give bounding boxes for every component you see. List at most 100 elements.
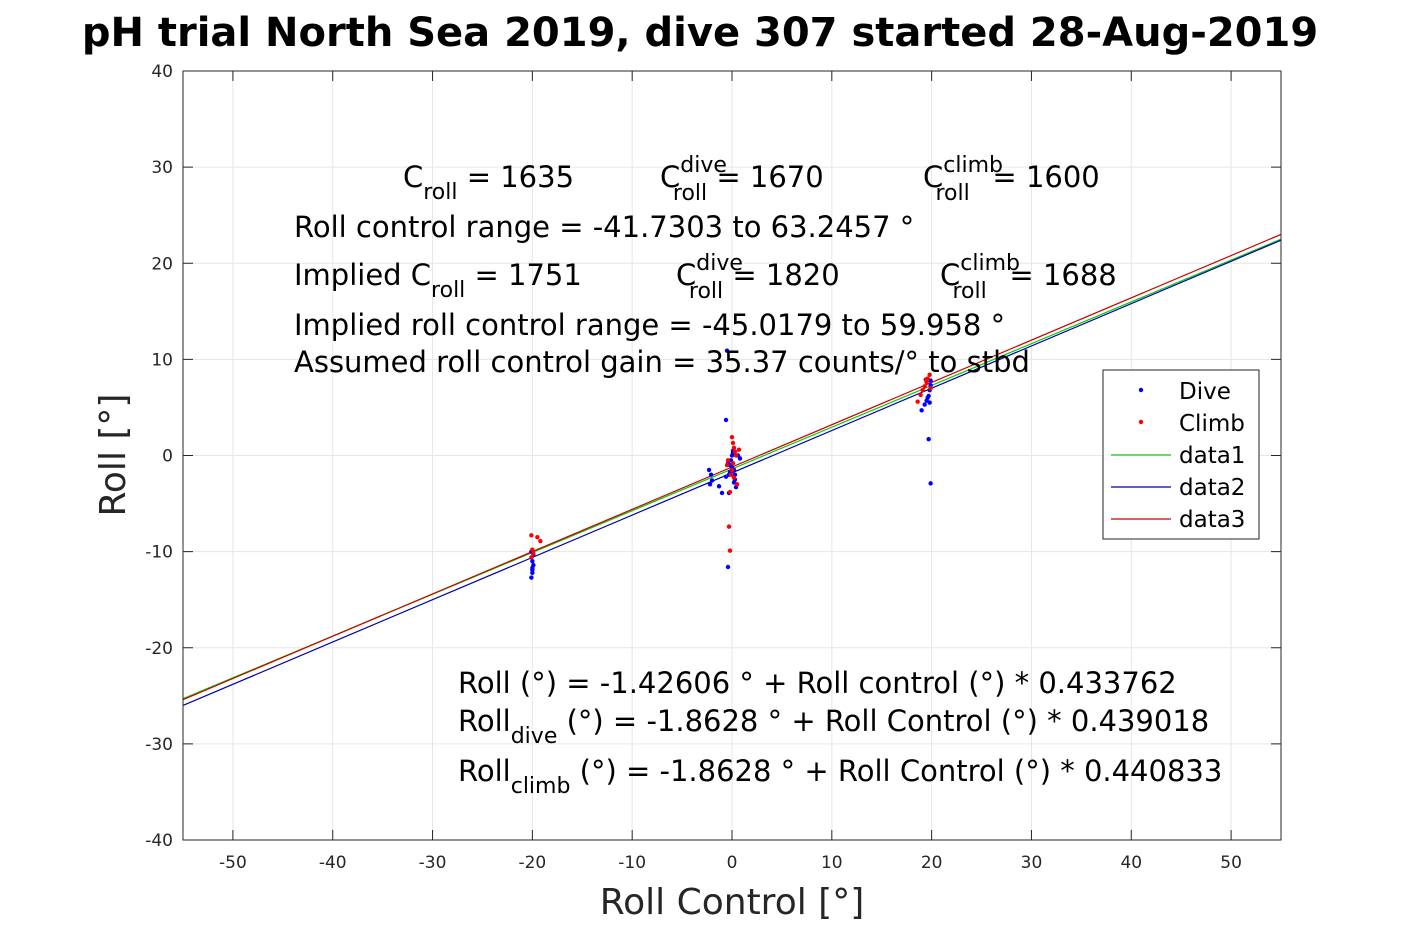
point-climb bbox=[922, 384, 927, 389]
point-climb bbox=[530, 547, 535, 552]
point-climb bbox=[728, 472, 734, 477]
legend-label: data3 bbox=[1179, 507, 1245, 533]
x-tick-label: 40 bbox=[1120, 853, 1142, 873]
legend-marker-dive bbox=[1138, 387, 1144, 393]
plot-area: -50 -40 -30 -20 -10 0 10 20 30 40 50 -40 -30 -20 -10 0… bbox=[145, 62, 1282, 873]
x-tick-label: 30 bbox=[1021, 853, 1043, 873]
annotations-top: Croll = 1635 Cdive roll = 1670 Cclimb roll =… bbox=[294, 153, 1117, 379]
legend-label: Dive bbox=[1179, 379, 1231, 405]
point-climb bbox=[529, 555, 534, 560]
legend: Dive Climb data1 data2 data3 bbox=[1102, 369, 1260, 540]
point-climb bbox=[736, 447, 742, 452]
point-dive bbox=[531, 562, 536, 568]
point-climb bbox=[918, 392, 923, 398]
point-dive bbox=[737, 456, 743, 461]
point-climb bbox=[730, 440, 736, 446]
point-dive bbox=[719, 490, 725, 496]
point-climb bbox=[729, 435, 735, 440]
point-climb bbox=[730, 460, 736, 466]
annotation-roll-fit: Roll (°) = -1.42606 ° + Roll control (°)… bbox=[458, 666, 1177, 700]
point-dive bbox=[716, 484, 722, 489]
point-climb bbox=[734, 482, 740, 487]
legend-label: data2 bbox=[1179, 475, 1245, 501]
y-tick-label: 30 bbox=[151, 158, 173, 178]
point-dive bbox=[928, 481, 933, 486]
x-tick-label: -40 bbox=[319, 853, 347, 873]
point-dive bbox=[709, 478, 715, 483]
point-dive bbox=[926, 436, 931, 442]
point-dive bbox=[706, 467, 712, 473]
legend-label: Climb bbox=[1179, 411, 1245, 437]
annotation-implied-c-roll-climb: Cclimb roll = 1688 bbox=[940, 251, 1117, 304]
point-climb bbox=[731, 475, 737, 480]
annotation-roll-dive-fit: Rolldive (°) = -1.8628 ° + Roll Control … bbox=[458, 704, 1209, 749]
x-axis-ticks: -50 -40 -30 -20 -10 0 10 20 30 40 50 bbox=[219, 71, 1242, 873]
legend-label: data1 bbox=[1179, 443, 1245, 469]
point-climb bbox=[538, 538, 543, 544]
point-dive bbox=[723, 474, 729, 479]
annotation-roll-control-range: Roll control range = -41.7303 to 63.2457… bbox=[294, 210, 914, 244]
y-tick-label: -10 bbox=[145, 543, 173, 563]
point-dive bbox=[707, 482, 713, 487]
point-dive bbox=[530, 559, 535, 564]
x-axis-label: Roll Control [°] bbox=[600, 882, 865, 923]
x-tick-label: 0 bbox=[727, 853, 738, 873]
point-dive bbox=[725, 564, 731, 570]
x-tick-label: 10 bbox=[821, 853, 843, 873]
point-dive bbox=[530, 567, 535, 573]
point-climb bbox=[732, 449, 738, 454]
y-tick-label: 20 bbox=[151, 254, 173, 274]
point-climb bbox=[915, 399, 920, 404]
y-axis-ticks: -40 -30 -20 -10 0 10 20 30 40 bbox=[145, 62, 1281, 851]
point-climb bbox=[928, 386, 933, 391]
point-climb bbox=[927, 372, 932, 377]
point-climb bbox=[920, 387, 925, 393]
point-climb bbox=[733, 453, 739, 458]
annotations-bottom: Roll (°) = -1.42606 ° + Roll control (°)… bbox=[458, 666, 1222, 799]
annotation-c-roll-dive: Cdive roll = 1670 bbox=[660, 153, 824, 206]
y-tick-label: -20 bbox=[145, 639, 173, 659]
annotation-c-roll: Croll = 1635 bbox=[403, 160, 574, 205]
annotation-roll-climb-fit: Rollclimb (°) = -1.8628 ° + Roll Control… bbox=[458, 754, 1222, 799]
annotation-implied-c-roll-dive: Cdive roll = 1820 bbox=[676, 251, 840, 304]
point-climb bbox=[529, 533, 534, 538]
x-tick-label: -30 bbox=[419, 853, 447, 873]
annotation-implied-c-roll: Implied Croll = 1751 bbox=[294, 258, 582, 303]
point-climb bbox=[531, 551, 536, 556]
point-climb bbox=[727, 548, 733, 553]
point-climb bbox=[727, 489, 733, 495]
y-tick-label: -40 bbox=[145, 831, 173, 851]
x-tick-label: 20 bbox=[921, 853, 943, 873]
chart-title: pH trial North Sea 2019, dive 307 starte… bbox=[82, 10, 1318, 56]
data-points bbox=[529, 348, 933, 580]
point-climb bbox=[923, 377, 928, 382]
annotation-c-roll-climb: Cclimb roll = 1600 bbox=[923, 153, 1100, 206]
annotation-implied-range: Implied roll control range = -45.0179 to… bbox=[294, 308, 1005, 342]
point-climb bbox=[731, 445, 737, 451]
point-dive bbox=[922, 402, 927, 407]
point-climb bbox=[726, 524, 732, 529]
x-tick-label: -20 bbox=[518, 853, 546, 873]
x-tick-label: -10 bbox=[618, 853, 646, 873]
point-climb bbox=[729, 467, 735, 473]
point-climb bbox=[724, 462, 730, 468]
point-climb bbox=[535, 535, 540, 540]
annotation-gain: Assumed roll control gain = 35.37 counts… bbox=[294, 345, 1030, 379]
point-dive bbox=[925, 395, 930, 401]
legend-marker-climb bbox=[1138, 419, 1144, 425]
point-dive bbox=[927, 400, 932, 405]
point-dive bbox=[708, 472, 714, 477]
x-tick-label: -50 bbox=[219, 853, 247, 873]
point-dive bbox=[529, 575, 534, 580]
x-tick-label: 50 bbox=[1220, 853, 1242, 873]
point-dive bbox=[724, 348, 730, 353]
y-tick-label: 0 bbox=[162, 447, 173, 467]
point-climb bbox=[725, 458, 731, 463]
point-dive bbox=[723, 417, 729, 423]
y-tick-label: 10 bbox=[151, 350, 173, 370]
y-axis-label: Roll [°] bbox=[93, 394, 134, 517]
y-tick-label: 40 bbox=[151, 62, 173, 82]
point-dive bbox=[919, 408, 924, 413]
y-tick-label: -30 bbox=[145, 735, 173, 755]
